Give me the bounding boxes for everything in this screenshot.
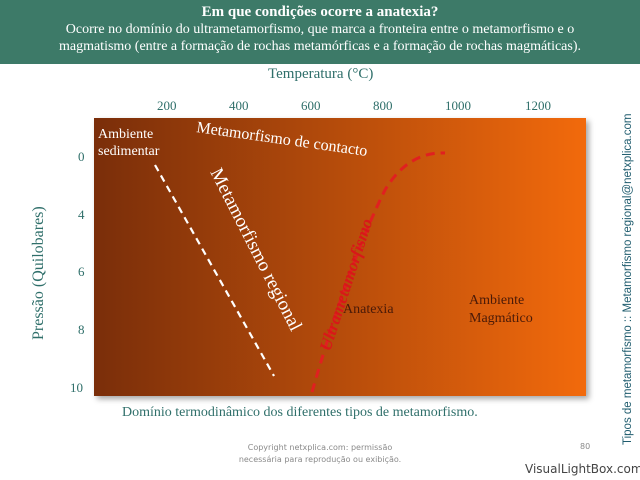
x-tick-200: 200 — [157, 98, 177, 113]
label-ambiente-sedimentar-2: sedimentar — [98, 144, 160, 159]
x-tick-400: 400 — [229, 98, 249, 113]
page-number: 80 — [580, 442, 591, 451]
y-tick-10: 10 — [70, 380, 83, 395]
slide-header: Em que condições ocorre a anatexia? Ocor… — [0, 0, 640, 64]
side-vertical-text-label: Tipos de metamorfismo :: Metamorfismo re… — [622, 113, 634, 445]
y-tick-8: 8 — [78, 322, 85, 337]
x-tick-1200: 1200 — [525, 98, 551, 113]
x-tick-800: 800 — [373, 98, 393, 113]
slide-subtitle-line-2: magmatismo (entre a formação de rochas m… — [58, 39, 582, 54]
y-tick-4: 4 — [78, 207, 85, 222]
y-tick-0: 0 — [78, 149, 85, 164]
copyright-line-1: Copyright netxplica.com: permissão — [247, 443, 393, 452]
label-ambiente-magmatico-2: Magmático — [469, 311, 533, 326]
pressure-temperature-field — [94, 118, 586, 396]
copyright-line-2: necessária para reprodução ou exibição. — [238, 455, 402, 464]
label-anatexia: Anatexia — [343, 302, 394, 317]
label-ambiente-magmatico-1: Ambiente — [469, 293, 524, 308]
ultrametamorphism-boundary-line — [310, 151, 446, 393]
x-tick-600: 600 — [301, 98, 321, 113]
slide-title: Em que condições ocorre a anatexia? — [201, 4, 439, 20]
x-axis-title: Temperatura (°C) — [268, 66, 374, 82]
copyright-note: Copyright netxplica.com: permissão neces… — [200, 442, 440, 466]
diagram-caption: Domínio termodinâmico dos diferentes tip… — [122, 405, 478, 420]
watermark-text: VisualLightBox.com — [525, 462, 640, 476]
label-ambiente-sedimentar-1: Ambiente — [98, 127, 153, 142]
y-tick-6: 6 — [78, 264, 85, 279]
regional-boundary-line — [154, 164, 275, 377]
slide-subtitle-line-1: Ocorre no domínio do ultrametamorfismo, … — [65, 22, 575, 37]
x-tick-1000: 1000 — [445, 98, 471, 113]
